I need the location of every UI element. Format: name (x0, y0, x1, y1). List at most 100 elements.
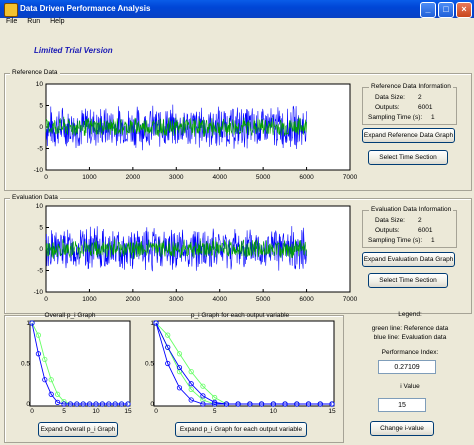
pi-series-point (317, 401, 323, 407)
pi-series-point (176, 351, 183, 357)
pi-series-point (235, 401, 241, 407)
x-tick-label: 5 (62, 408, 66, 415)
x-tick-label: 10 (92, 408, 100, 415)
pi-series-point (188, 386, 194, 393)
expand-evaluation-graph-button[interactable]: Expand Evaluation Data Graph (362, 252, 455, 267)
pi-series-point (305, 401, 312, 407)
x-tick-label: 4000 (212, 174, 227, 181)
pi-series-point (165, 360, 171, 367)
title-bar[interactable]: Data Driven Performance Analysis _ □ × (0, 0, 474, 18)
pi-series-point (270, 401, 276, 407)
maximize-button[interactable]: □ (438, 2, 454, 18)
ref-data-size-label: Data Size: (375, 94, 405, 101)
x-tick-label: 15 (328, 408, 336, 415)
pi-series-point (48, 391, 54, 397)
y-tick-label: 10 (36, 81, 44, 88)
x-tick-label: 6000 (299, 296, 314, 303)
pi-series-point (294, 401, 300, 407)
pi-series-point (223, 401, 230, 407)
overall-pi-plot: 1 0.5 00 5 10 15 (21, 320, 132, 415)
pi-series-point (80, 401, 86, 407)
x-tick-label: 0 (44, 174, 48, 181)
pi-series-point (176, 385, 183, 391)
pi-series-point (106, 401, 112, 407)
reference-info-title: Reference Data Information (369, 83, 453, 90)
pi-series-line (31, 322, 128, 405)
reference-panel-title: Reference Data (10, 69, 60, 76)
y-tick-label: 0.5 (21, 361, 30, 368)
evaluation-info-title: Evaluation Data Information (369, 206, 454, 213)
i-value-input[interactable]: 15 (378, 398, 426, 412)
ref-sampling-label: Sampling Time (s): (368, 114, 423, 121)
y-tick-label: 5 (39, 225, 43, 232)
menu-help[interactable]: Help (50, 18, 65, 25)
reference-select-time-button[interactable]: Select Time Section (368, 150, 448, 165)
pi-series-point (212, 401, 218, 407)
each-pi-title: p_i Graph for each output variable (190, 312, 290, 319)
x-tick-label: 10 (270, 408, 278, 415)
evaluation-panel-title: Evaluation Data (10, 194, 60, 201)
legend-green: green line: Reference data (371, 325, 449, 332)
x-tick-label: 2000 (126, 296, 141, 303)
pi-graphs-panel (4, 315, 344, 443)
expand-overall-pi-button[interactable]: Expand Overall p_i Graph (38, 422, 118, 437)
expand-each-pi-button[interactable]: Expand p_i Graph for each output variabl… (175, 422, 307, 437)
pi-series-point (200, 383, 206, 389)
performance-index-label: Performance Index: (381, 349, 439, 356)
x-tick-label: 0 (44, 296, 48, 303)
pi-series-point (259, 401, 265, 407)
eva-sampling-value: 1 (431, 237, 435, 244)
pi-series-point (35, 332, 41, 338)
eva-data-size-value: 2 (418, 217, 422, 224)
y-tick-label: -5 (37, 268, 43, 275)
plot-area (29, 320, 131, 407)
x-tick-label: 0 (154, 408, 158, 415)
legend-title: Legend: (398, 311, 422, 318)
y-tick-label: -5 (37, 146, 43, 153)
pi-series-point (247, 401, 253, 407)
overall-pi-title: Overall p_i Graph (44, 312, 96, 319)
evaluation-green-series (45, 238, 307, 260)
pi-series-point (282, 401, 288, 407)
pi-series-point (61, 401, 67, 407)
pi-series-point (87, 401, 93, 407)
close-button[interactable]: × (456, 2, 472, 18)
ref-data-size-value: 2 (418, 94, 422, 101)
x-tick-label: 3000 (169, 296, 184, 303)
pi-series-point (29, 320, 35, 326)
x-tick-label: 7000 (343, 296, 358, 303)
y-tick-label: 5 (39, 103, 43, 110)
pi-series-line (155, 322, 332, 405)
change-i-value-button[interactable]: Change i-value (370, 421, 434, 436)
evaluation-data-panel (4, 198, 472, 314)
pi-series-point (48, 377, 54, 383)
performance-index-value: 0.27109 (378, 360, 436, 374)
reference-blue-series (45, 104, 307, 151)
minimize-button[interactable]: _ (420, 2, 436, 18)
pi-series-point (42, 356, 48, 363)
menu-run[interactable]: Run (27, 18, 41, 25)
pi-series-point (165, 344, 171, 350)
evaluation-info-box: Evaluation Data Information Data Size: 2… (362, 206, 457, 248)
menu-file[interactable]: File (6, 18, 18, 25)
x-tick-label: 5 (213, 408, 217, 415)
reference-green-series (45, 116, 307, 138)
pi-series-point (188, 368, 194, 375)
eva-outputs-value: 6001 (418, 227, 433, 234)
y-tick-label: 1 (26, 320, 30, 327)
expand-reference-graph-button[interactable]: Expand Reference Data Graph (362, 128, 455, 143)
y-tick-label: 0 (39, 246, 43, 253)
x-tick-label: 2000 (126, 174, 141, 181)
pi-series-point (93, 401, 99, 407)
eva-sampling-label: Sampling Time (s): (368, 237, 423, 244)
evaluation-select-time-button[interactable]: Select Time Section (368, 273, 448, 288)
y-tick-label: -10 (34, 289, 44, 296)
pi-series-point (67, 401, 74, 407)
x-tick-label: 1000 (82, 174, 97, 181)
pi-series-point (212, 399, 218, 405)
y-tick-label: 0.5 (145, 361, 154, 368)
ref-outputs-value: 6001 (418, 104, 433, 111)
ref-outputs-label: Outputs: (375, 104, 400, 111)
x-tick-label: 15 (124, 408, 132, 415)
